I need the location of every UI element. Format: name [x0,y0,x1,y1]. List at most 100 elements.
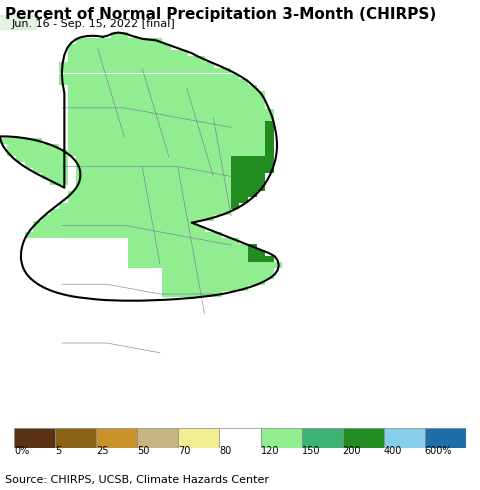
Bar [76,173,85,179]
Bar [85,203,93,209]
Bar [162,209,171,215]
Bar [102,203,110,209]
Bar [205,138,214,144]
Bar [102,173,110,179]
Bar [145,168,154,173]
Bar [110,144,119,150]
Text: 400: 400 [384,446,402,456]
Bar [110,273,119,279]
Bar [205,162,214,168]
Bar [214,126,222,132]
Bar [154,150,162,156]
Bar [231,115,240,121]
Bar [128,85,136,91]
Bar [171,220,179,226]
Bar [145,126,154,132]
Bar [145,156,154,162]
Bar [171,232,179,238]
Bar [205,91,214,97]
Bar [42,256,50,262]
Bar [68,68,76,74]
Bar [231,168,240,173]
Bar [222,97,231,103]
Bar [214,197,222,203]
Bar [231,173,240,179]
Bar [102,250,110,256]
Bar [214,179,222,185]
Bar [205,232,214,238]
Bar [136,91,145,97]
Bar [231,256,240,262]
Bar [93,285,102,291]
Bar [265,162,274,168]
Bar [59,232,68,238]
Bar [24,268,33,273]
Bar [59,79,68,85]
Text: 150: 150 [301,446,320,456]
Bar [196,273,205,279]
Bar [171,173,179,179]
Bar [205,215,214,220]
Bar [162,273,171,279]
Bar [222,150,231,156]
Bar [33,138,42,144]
Bar [68,279,76,285]
Bar [231,132,240,138]
Bar [136,244,145,250]
Bar [188,215,196,220]
Bar [162,97,171,103]
Text: 50: 50 [137,446,150,456]
Bar [179,126,188,132]
Bar [145,244,154,250]
Bar [145,262,154,268]
Bar [93,268,102,273]
Bar [119,103,128,109]
Bar [231,203,240,209]
Bar [145,44,154,50]
Bar [171,273,179,279]
Bar [188,291,196,297]
Bar [231,273,240,279]
Bar [205,168,214,173]
Bar [50,162,59,168]
Bar [85,197,93,203]
Bar [16,150,24,156]
Text: Jun. 16 - Sep. 15, 2022 [final]: Jun. 16 - Sep. 15, 2022 [final] [12,19,176,28]
Bar [50,273,59,279]
Bar [257,156,265,162]
Bar [188,203,196,209]
Bar [68,250,76,256]
Bar [110,185,119,191]
Bar [162,244,171,250]
Bar [205,150,214,156]
Bar [154,244,162,250]
Bar [222,115,231,121]
Bar [188,56,196,62]
Bar [222,109,231,115]
Bar [24,156,33,162]
Bar [171,150,179,156]
Bar [222,144,231,150]
Bar [119,162,128,168]
Bar [136,109,145,115]
Bar [42,268,50,273]
Bar [136,232,145,238]
Bar [179,168,188,173]
Bar [179,203,188,209]
Bar [154,273,162,279]
Bar [222,197,231,203]
Bar [128,173,136,179]
Bar [136,203,145,209]
Bar [162,256,171,262]
Bar [205,285,214,291]
Bar [188,85,196,91]
Bar [85,273,93,279]
Bar [196,103,205,109]
Bar [119,273,128,279]
Bar [196,268,205,273]
Bar [128,285,136,291]
Bar [68,268,76,273]
Bar [162,226,171,232]
Bar [93,50,102,56]
Bar [205,203,214,209]
